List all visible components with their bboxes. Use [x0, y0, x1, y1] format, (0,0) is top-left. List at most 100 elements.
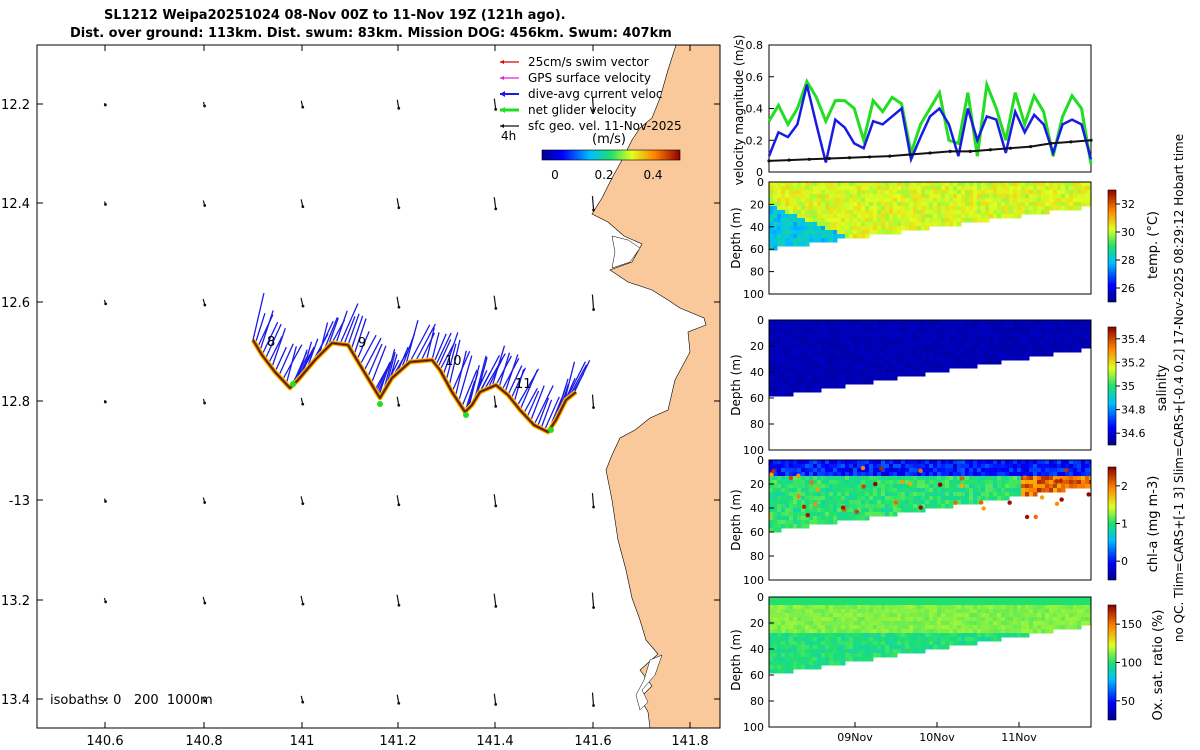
section-cell: [893, 637, 898, 642]
section-cell: [797, 520, 802, 525]
section-cell: [853, 332, 858, 337]
section-cell: [801, 372, 806, 377]
section-cell: [785, 496, 790, 501]
section-cell: [869, 324, 874, 329]
section-cell: [817, 665, 822, 670]
section-cell: [1077, 476, 1082, 481]
section-cell: [817, 492, 822, 497]
section-cell: [973, 617, 978, 622]
section-cell: [1029, 210, 1034, 215]
sfc-point: [767, 159, 771, 163]
cbar-tick-label: 2: [1121, 480, 1128, 493]
section-cell: [1017, 609, 1022, 614]
section-cell: [909, 328, 914, 333]
section-cell: [869, 348, 874, 353]
section-cell: [857, 198, 862, 203]
section-cell: [985, 637, 990, 642]
section-cell: [1049, 488, 1054, 493]
dac-vector: [467, 364, 480, 409]
section-cell: [1017, 476, 1022, 481]
section-cell: [965, 617, 970, 622]
section-cell: [957, 609, 962, 614]
section-cell: [801, 621, 806, 626]
section-cell: [1045, 625, 1050, 630]
section-cell: [965, 364, 970, 369]
section-cell: [1057, 609, 1062, 614]
section-cell: [833, 376, 838, 381]
section-cell: [917, 210, 922, 215]
section-cell: [1037, 198, 1042, 203]
section-cell: [781, 348, 786, 353]
section-cell: [989, 340, 994, 345]
section-cell: [829, 186, 834, 191]
section-cell: [869, 202, 874, 207]
section-cell: [785, 464, 790, 469]
section-cell: [969, 190, 974, 195]
section-cell: [1065, 198, 1070, 203]
map-axes: 140.6 140.8 141 141.2 141.4 141.6 141.812.212.…: [1, 45, 720, 749]
section-cell: [937, 488, 942, 493]
section-cell: [901, 629, 906, 634]
section-cell: [1029, 324, 1034, 329]
section-cell: [801, 472, 806, 477]
section-cell: [793, 464, 798, 469]
section-cell: [773, 226, 778, 231]
section-cell: [1041, 344, 1046, 349]
section-cell: [797, 388, 802, 393]
section-cell: [773, 210, 778, 215]
section-cell: [993, 492, 998, 497]
section-cell: [905, 214, 910, 219]
section-cell: [933, 348, 938, 353]
section-cell: [773, 194, 778, 199]
section-cell: [897, 597, 902, 602]
section-cell: [897, 605, 902, 610]
section-cell: [1089, 340, 1091, 345]
section-cell: [853, 190, 858, 195]
section-cell: [969, 206, 974, 211]
section-cell: [825, 182, 830, 187]
section-cell: [777, 194, 782, 199]
section-cell: [805, 649, 810, 654]
section-cell: [849, 344, 854, 349]
section-cell: [969, 621, 974, 626]
section-cell: [989, 198, 994, 203]
section-cell: [989, 468, 994, 473]
section-cell: [929, 356, 934, 361]
section-cell: [821, 336, 826, 341]
depth-tick-label: 80: [750, 266, 764, 279]
section-cell: [921, 625, 926, 630]
section-cell: [1037, 613, 1042, 618]
section-cell: [925, 352, 930, 357]
geo-arrow-head: [301, 205, 305, 209]
section-cell: [901, 597, 906, 602]
section-cell: [781, 520, 786, 525]
section-cell: [889, 633, 894, 638]
section-cell: [945, 605, 950, 610]
section-cell: [897, 621, 902, 626]
section-cell: [885, 218, 890, 223]
section-cell: [949, 609, 954, 614]
section-cell: [1085, 460, 1090, 465]
section-cell: [977, 488, 982, 493]
section-cell: [877, 182, 882, 187]
section-cell: [929, 194, 934, 199]
section-cell: [1049, 182, 1054, 187]
section-cell: [941, 645, 946, 650]
section-cell: [977, 605, 982, 610]
section-cell: [801, 496, 806, 501]
section-cell: [789, 332, 794, 337]
section-cell: [853, 609, 858, 614]
section-cell: [897, 464, 902, 469]
section-cell: [869, 218, 874, 223]
section-cell: [821, 222, 826, 227]
geo-arrow-head: [301, 402, 305, 406]
section-cell: [889, 340, 894, 345]
section-cell: [849, 194, 854, 199]
section-cell: [853, 218, 858, 223]
section-cell: [917, 637, 922, 642]
section-cell: [805, 182, 810, 187]
section-cell: [825, 617, 830, 622]
section-cell: [1081, 617, 1086, 622]
section-cell: [989, 360, 994, 365]
section-cell: [1065, 617, 1070, 622]
